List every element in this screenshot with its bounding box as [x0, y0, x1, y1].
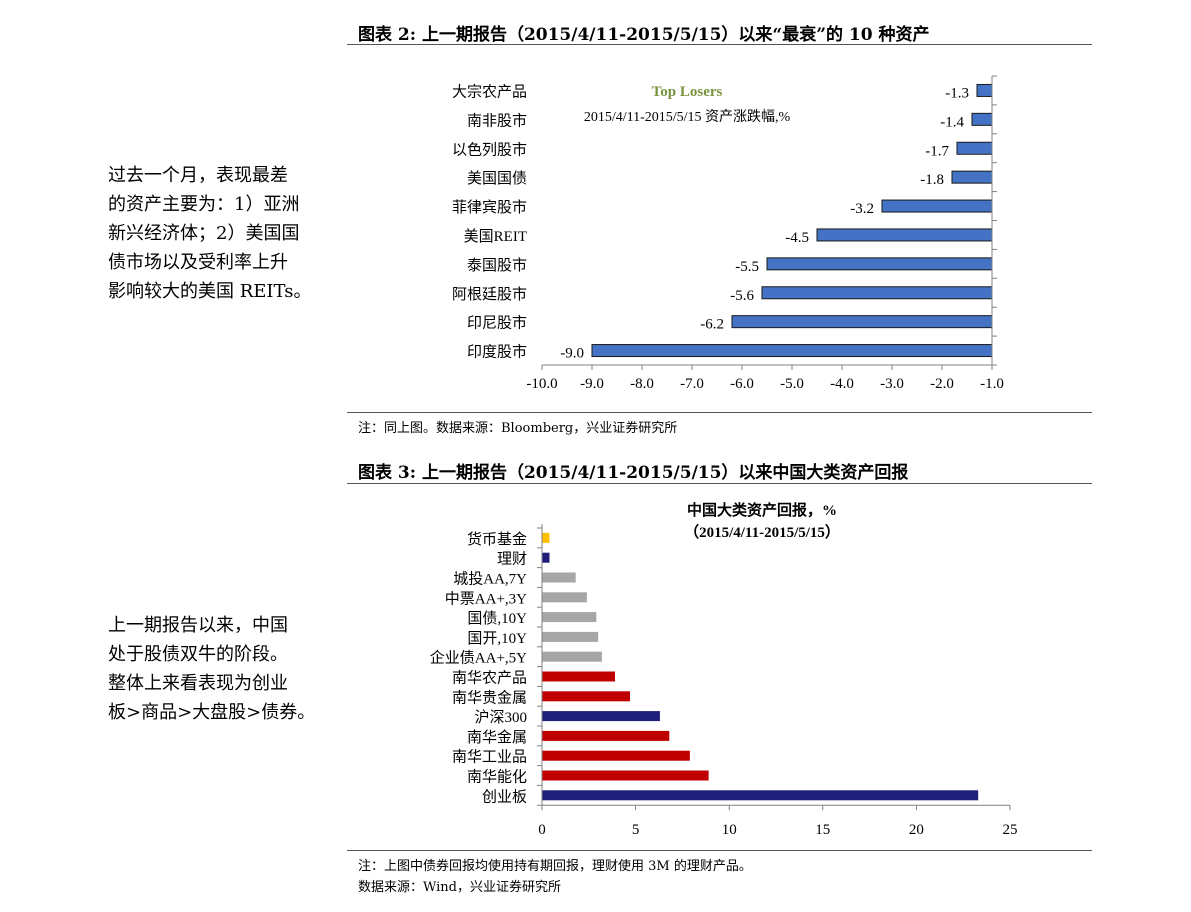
bar	[591, 344, 993, 358]
data-label: -1.7	[925, 143, 949, 159]
category-label: 印度股市	[467, 344, 527, 361]
category-label: 大宗农产品	[452, 82, 527, 100]
data-label: -5.6	[730, 288, 754, 304]
bar	[542, 631, 599, 642]
category-label: 城投AA,7Y	[453, 571, 527, 588]
top-losers-chart: Top Losers 2015/4/11-2015/5/15 资产涨跌幅,% 大…	[452, 75, 1004, 392]
category-label: 创业板	[482, 787, 527, 805]
category-label: 南华金属	[467, 729, 527, 746]
bar	[881, 199, 993, 213]
bar	[542, 790, 979, 801]
bar	[542, 730, 670, 741]
category-label: 以色列股市	[452, 141, 527, 158]
data-label: -9.0	[560, 346, 584, 362]
category-label: 中票AA+,3Y	[445, 590, 527, 607]
figure-3-note-rule	[347, 850, 1092, 851]
x-tick-label: -8.0	[630, 376, 654, 392]
x-tick-label: 15	[815, 822, 830, 838]
x-tick-label: -2.0	[930, 376, 954, 392]
bar	[542, 770, 709, 781]
x-tick-label: -3.0	[880, 376, 904, 392]
data-label: -1.3	[945, 85, 969, 101]
figure-3-note-line-1: 注：上图中债券回报均使用持有期回报，理财使用 3M 的理财产品。	[358, 859, 752, 874]
bar	[542, 711, 660, 722]
data-label: -3.2	[850, 201, 874, 217]
category-label: 印尼股市	[467, 315, 527, 332]
category-label: 菲律宾股市	[452, 199, 527, 216]
bar	[542, 552, 550, 563]
bar	[816, 228, 993, 242]
bar	[951, 170, 993, 184]
bar	[971, 112, 993, 126]
category-label: 美国REIT	[464, 228, 527, 245]
category-label: 货币基金	[467, 531, 527, 548]
x-tick-label: 10	[722, 822, 737, 838]
summary-text-china-assets: 上一期报告以来，中国 处于股债双牛的阶段。 整体上来看表现为创业 板>商品>大盘…	[108, 615, 316, 723]
category-label: 沪深300	[474, 709, 527, 726]
category-label: 美国国债	[467, 170, 527, 187]
category-label: 企业债AA+,5Y	[430, 649, 527, 667]
category-label: 理财	[497, 551, 527, 568]
bar	[761, 286, 993, 300]
data-label: -6.2	[700, 317, 724, 333]
x-tick-label: 25	[1003, 822, 1018, 838]
bar	[542, 671, 616, 682]
chart-title: 中国大类资产回报，%	[687, 501, 837, 519]
category-label: 南华农产品	[452, 670, 527, 687]
data-label: -4.5	[785, 230, 809, 246]
x-tick-label: -1.0	[980, 376, 1004, 392]
x-tick-label: -6.0	[730, 376, 754, 392]
x-tick-label: -4.0	[830, 376, 854, 392]
x-tick-label: -5.0	[780, 376, 804, 392]
chart-subtitle: （2015/4/11-2015/5/15）	[684, 523, 840, 541]
bar	[542, 750, 690, 761]
bar	[542, 612, 597, 623]
category-label: 南非股市	[467, 112, 527, 129]
data-label: -1.8	[920, 172, 944, 188]
bar	[956, 141, 993, 155]
chart-subtitle: 2015/4/11-2015/5/15 资产涨跌幅,%	[584, 109, 791, 125]
bar	[542, 651, 602, 662]
x-tick-label: -7.0	[680, 376, 704, 392]
category-label: 泰国股市	[467, 257, 527, 274]
figure-2-note-rule	[347, 412, 1092, 413]
category-label: 国债,10Y	[467, 610, 527, 627]
bar	[542, 592, 587, 603]
figure-3-note-line-2: 数据来源：Wind，兴业证券研究所	[358, 880, 561, 895]
bar	[766, 257, 993, 271]
bar	[731, 315, 993, 329]
x-tick-label: 5	[632, 822, 640, 838]
figure-3-top-rule	[347, 483, 1092, 484]
category-label: 南华贵金属	[452, 689, 527, 706]
bar	[542, 532, 550, 543]
data-label: -5.5	[735, 259, 759, 275]
x-tick-label: -9.0	[580, 376, 604, 392]
x-tick-label: -10.0	[526, 376, 557, 392]
figure-2-note: 注：同上图。数据来源：Bloomberg，兴业证券研究所	[358, 421, 678, 436]
category-label: 南华工业品	[452, 749, 527, 766]
x-tick-label: 20	[909, 822, 924, 838]
figure-2-title: 图表 2: 上一期报告（2015/4/11-2015/5/15）以来“最衰”的 …	[358, 25, 930, 45]
chart-title: Top Losers	[652, 84, 723, 100]
bar	[542, 572, 576, 583]
category-label: 阿根廷股市	[452, 286, 527, 303]
bar	[542, 691, 630, 702]
data-label: -1.4	[940, 114, 964, 130]
bar	[976, 83, 993, 97]
figure-3-title: 图表 3: 上一期报告（2015/4/11-2015/5/15）以来中国大类资产…	[358, 463, 909, 483]
china-asset-returns-chart: 中国大类资产回报，% （2015/4/11-2015/5/15） 货币基金理财城…	[430, 501, 1018, 838]
figure-2-top-rule	[347, 44, 1092, 45]
summary-text-losers: 过去一个月，表现最差 的资产主要为：1）亚洲 新兴经济体；2）美国国 债市场以及…	[108, 165, 312, 302]
x-tick-label: 0	[538, 822, 546, 838]
category-label: 南华能化	[467, 769, 527, 786]
category-label: 国开,10Y	[467, 630, 527, 647]
